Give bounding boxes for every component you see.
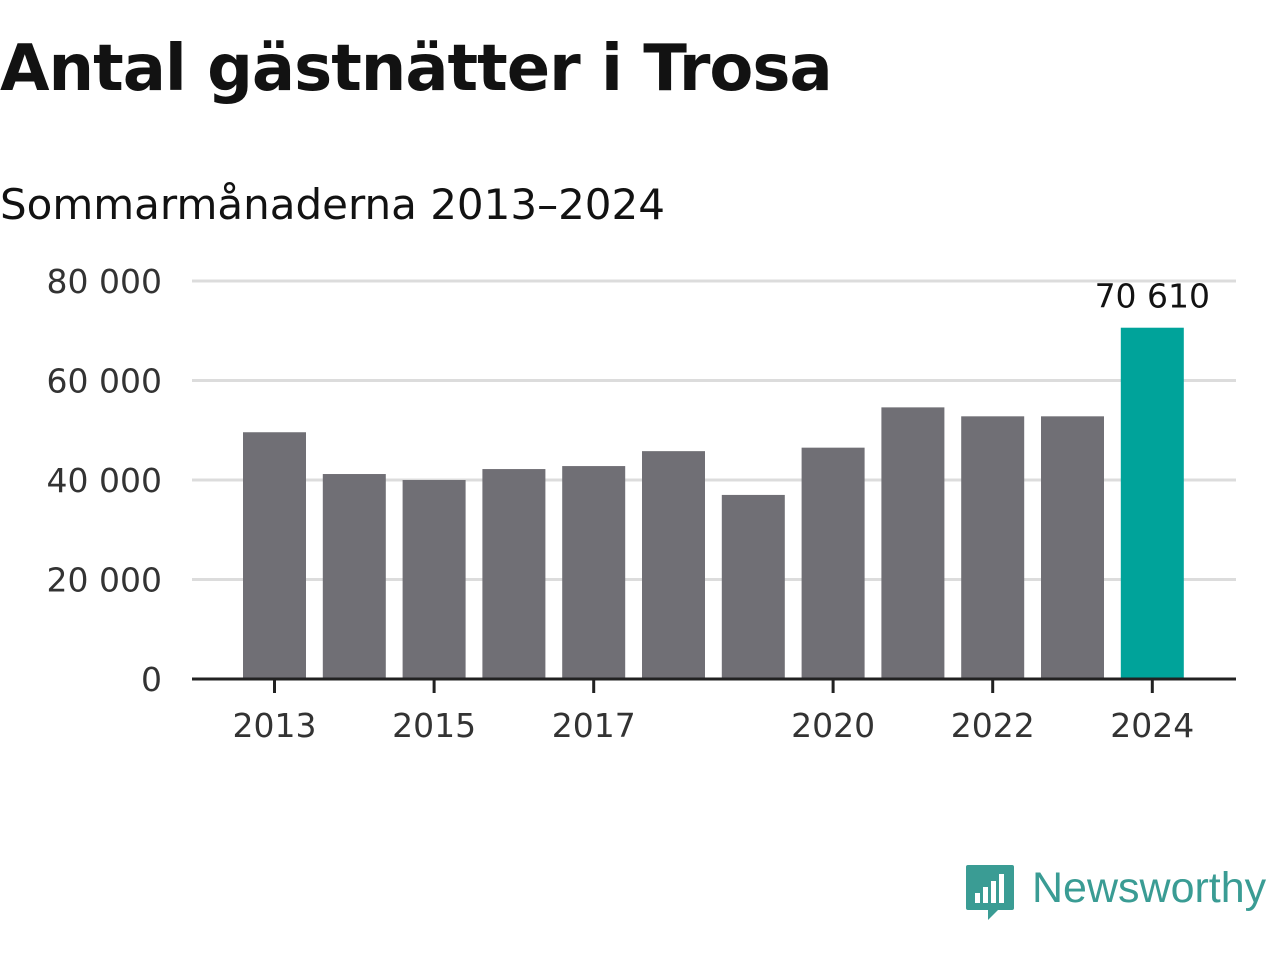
brand-name: Newsworthy xyxy=(1032,863,1267,912)
bar-2019 xyxy=(721,494,785,679)
x-tick-label: 2017 xyxy=(552,706,636,745)
x-tick-label: 2013 xyxy=(233,706,317,745)
bars xyxy=(243,327,1184,679)
bar-2023 xyxy=(1041,416,1104,679)
labels: 0 20 000 40 000 60 000 80 000 2013 2015 2017 202… xyxy=(47,262,1211,745)
axes xyxy=(192,677,1236,693)
bar-2015 xyxy=(402,480,466,679)
chart-subtitle: Sommarmånaderna 2013–2024 xyxy=(0,180,665,229)
y-tick-label: 80 000 xyxy=(47,262,162,301)
bar-2024 xyxy=(1120,327,1184,679)
newsworthy-logo-icon xyxy=(966,865,1014,920)
bar-2013 xyxy=(243,432,306,679)
data-label: 70 610 xyxy=(1095,277,1210,316)
bar-2016 xyxy=(482,469,546,679)
bar-2017 xyxy=(562,466,626,679)
bar-2020 xyxy=(801,447,865,679)
x-tick-label: 2020 xyxy=(791,706,875,745)
bar-2022 xyxy=(961,416,1025,679)
bar-chart: 0 20 000 40 000 60 000 80 000 2013 2015 2017 202… xyxy=(47,262,1236,745)
x-tick-label: 2024 xyxy=(1110,706,1194,745)
y-tick-label: 0 xyxy=(141,660,162,699)
y-tick-label: 40 000 xyxy=(47,461,162,500)
bar-2021 xyxy=(881,407,945,679)
x-tick-label: 2022 xyxy=(951,706,1035,745)
bar-2018 xyxy=(642,451,705,679)
y-tick-label: 60 000 xyxy=(47,362,162,401)
bar-2014 xyxy=(322,474,386,679)
y-tick-label: 20 000 xyxy=(47,561,162,600)
chart-title: Antal gästnätter i Trosa xyxy=(0,32,833,106)
brand-logo: Newsworthy xyxy=(964,862,1266,924)
x-tick-label: 2015 xyxy=(392,706,476,745)
